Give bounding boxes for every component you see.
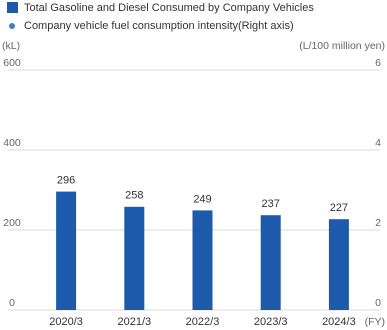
y-tick-label: 0	[9, 297, 15, 309]
bar	[260, 215, 281, 310]
y2-unit: (L/100 million yen)	[299, 40, 385, 52]
x-tick-label: 2021/3	[117, 316, 151, 328]
bar	[124, 206, 145, 310]
bar-value-label: 258	[125, 190, 143, 202]
bar-value-label: 296	[57, 175, 75, 187]
legend-label: Company vehicle fuel consumption intensi…	[24, 20, 294, 32]
x-tick-label: 2023/3	[254, 316, 288, 328]
y2-tick-label: 0	[375, 297, 381, 309]
bar	[56, 191, 77, 310]
bar-value-label: 237	[262, 198, 280, 210]
bar-value-label: 249	[193, 193, 211, 205]
y-tick-label: 200	[3, 217, 21, 229]
bar-value-label: 227	[330, 202, 348, 214]
y-tick-label: 600	[3, 57, 21, 69]
y-unit: (kL)	[2, 40, 20, 52]
legend-swatch-line	[9, 23, 15, 29]
bar	[328, 219, 349, 310]
y2-tick-label: 4	[375, 137, 381, 149]
x-tick-label: 2024/3	[322, 316, 356, 328]
legend-swatch-bar	[7, 2, 18, 13]
y2-tick-label: 2	[375, 217, 381, 229]
x-tick-label: 2020/3	[49, 316, 83, 328]
legend-label: Total Gasoline and Diesel Consumed by Co…	[24, 2, 314, 14]
x-unit: (FY)	[365, 316, 385, 328]
y-tick-label: 400	[3, 137, 21, 149]
bar	[192, 210, 213, 310]
x-tick-label: 2022/3	[186, 316, 220, 328]
y2-tick-label: 6	[375, 57, 381, 69]
